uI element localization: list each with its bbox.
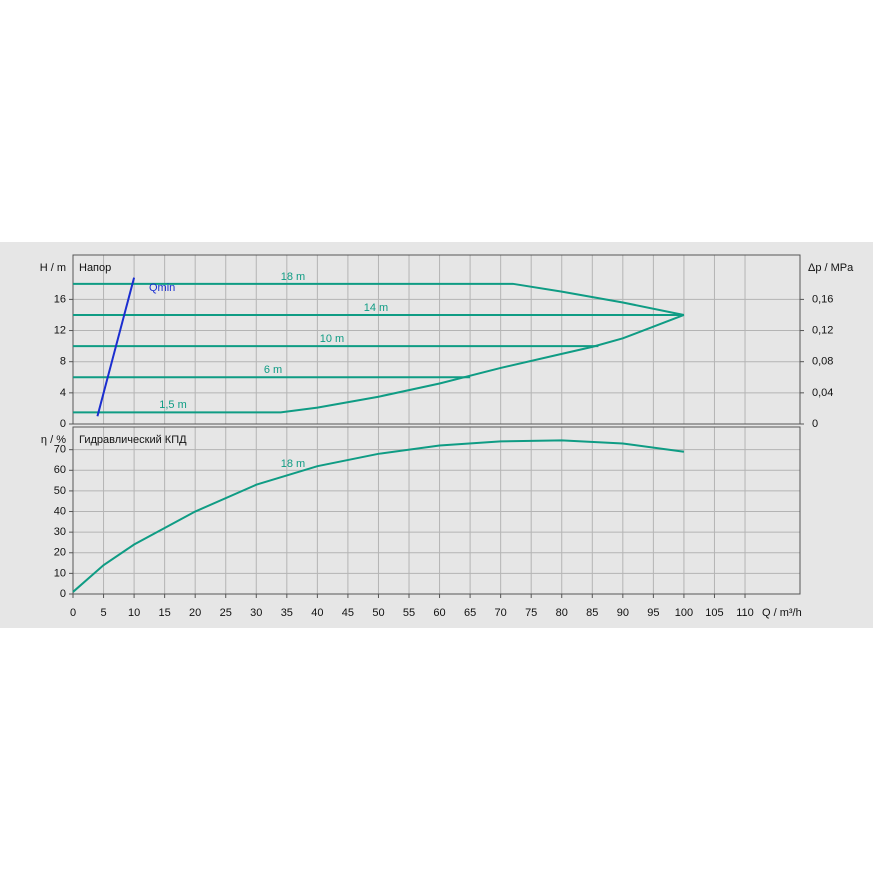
y2-tick-label: 0,08 <box>812 356 833 368</box>
series-label: 6 m <box>264 364 282 376</box>
x-axis-label: Q / m³/h <box>762 607 802 619</box>
plot-area <box>73 427 800 594</box>
y-tick-label: 0 <box>60 418 66 430</box>
chart-title: Напор <box>79 262 111 274</box>
x-tick-label: 80 <box>556 607 568 619</box>
x-tick-label: 45 <box>342 607 354 619</box>
y-tick-label: 10 <box>54 567 66 579</box>
series-label: 1,5 m <box>159 399 187 411</box>
series-line <box>96 277 136 417</box>
x-tick-label: 90 <box>617 607 629 619</box>
x-tick-label: 60 <box>433 607 445 619</box>
y-tick-label: 70 <box>54 444 66 456</box>
series-line <box>73 314 685 414</box>
series-line <box>73 282 685 316</box>
x-tick-label: 100 <box>675 607 693 619</box>
y2-tick-label: 0,16 <box>812 293 833 305</box>
x-tick-label: 40 <box>311 607 323 619</box>
series-label: 14 m <box>364 302 388 314</box>
x-tick-label: 15 <box>159 607 171 619</box>
x-tick-label: 25 <box>220 607 232 619</box>
x-tick-label: 85 <box>586 607 598 619</box>
x-tick-label: 95 <box>647 607 659 619</box>
x-tick-label: 105 <box>705 607 723 619</box>
series-label: 18 m <box>281 271 305 283</box>
x-tick-label: 5 <box>100 607 106 619</box>
y-tick-label: 30 <box>54 526 66 538</box>
x-tick-label: 110 <box>736 607 754 619</box>
y-tick-label: 4 <box>60 387 66 399</box>
series-label: 18 m <box>281 458 305 470</box>
y-axis-label: H / m <box>40 262 66 274</box>
y2-axis-label: Δp / MPa <box>808 262 854 274</box>
x-tick-label: 20 <box>189 607 201 619</box>
x-tick-label: 35 <box>281 607 293 619</box>
chart-title: Гидравлический КПД <box>79 434 187 446</box>
y-axis-label: η / % <box>41 434 66 446</box>
y2-tick-label: 0 <box>812 418 818 430</box>
series-label: Qmin <box>149 282 175 294</box>
y-tick-label: 0 <box>60 588 66 600</box>
y-tick-label: 40 <box>54 505 66 517</box>
x-tick-label: 10 <box>128 607 140 619</box>
y-tick-label: 50 <box>54 485 66 497</box>
plot-frame <box>72 426 801 595</box>
plot-frame <box>72 254 801 425</box>
y-tick-label: 60 <box>54 464 66 476</box>
y-tick-label: 12 <box>54 324 66 336</box>
series-line <box>72 439 685 593</box>
x-tick-label: 70 <box>495 607 507 619</box>
y2-tick-label: 0,04 <box>812 387 833 399</box>
y-tick-label: 8 <box>60 356 66 368</box>
x-tick-label: 50 <box>372 607 384 619</box>
x-tick-label: 0 <box>70 607 76 619</box>
y-tick-label: 20 <box>54 547 66 559</box>
x-tick-label: 75 <box>525 607 537 619</box>
y-tick-label: 16 <box>54 293 66 305</box>
y2-tick-label: 0,12 <box>812 324 833 336</box>
x-tick-label: 55 <box>403 607 415 619</box>
x-tick-label: 30 <box>250 607 262 619</box>
x-tick-label: 65 <box>464 607 476 619</box>
series-label: 10 m <box>320 333 344 345</box>
